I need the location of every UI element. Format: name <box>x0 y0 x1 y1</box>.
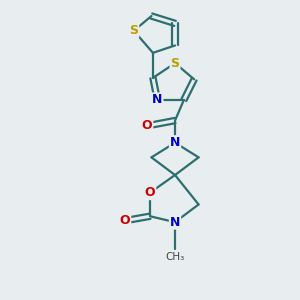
Text: S: S <box>170 57 179 70</box>
Text: CH₃: CH₃ <box>165 252 185 262</box>
Text: O: O <box>120 214 130 227</box>
Text: N: N <box>152 93 163 106</box>
Text: N: N <box>170 136 180 149</box>
Text: O: O <box>145 186 155 199</box>
Text: S: S <box>129 24 138 37</box>
Text: O: O <box>142 119 152 132</box>
Text: N: N <box>170 216 180 229</box>
